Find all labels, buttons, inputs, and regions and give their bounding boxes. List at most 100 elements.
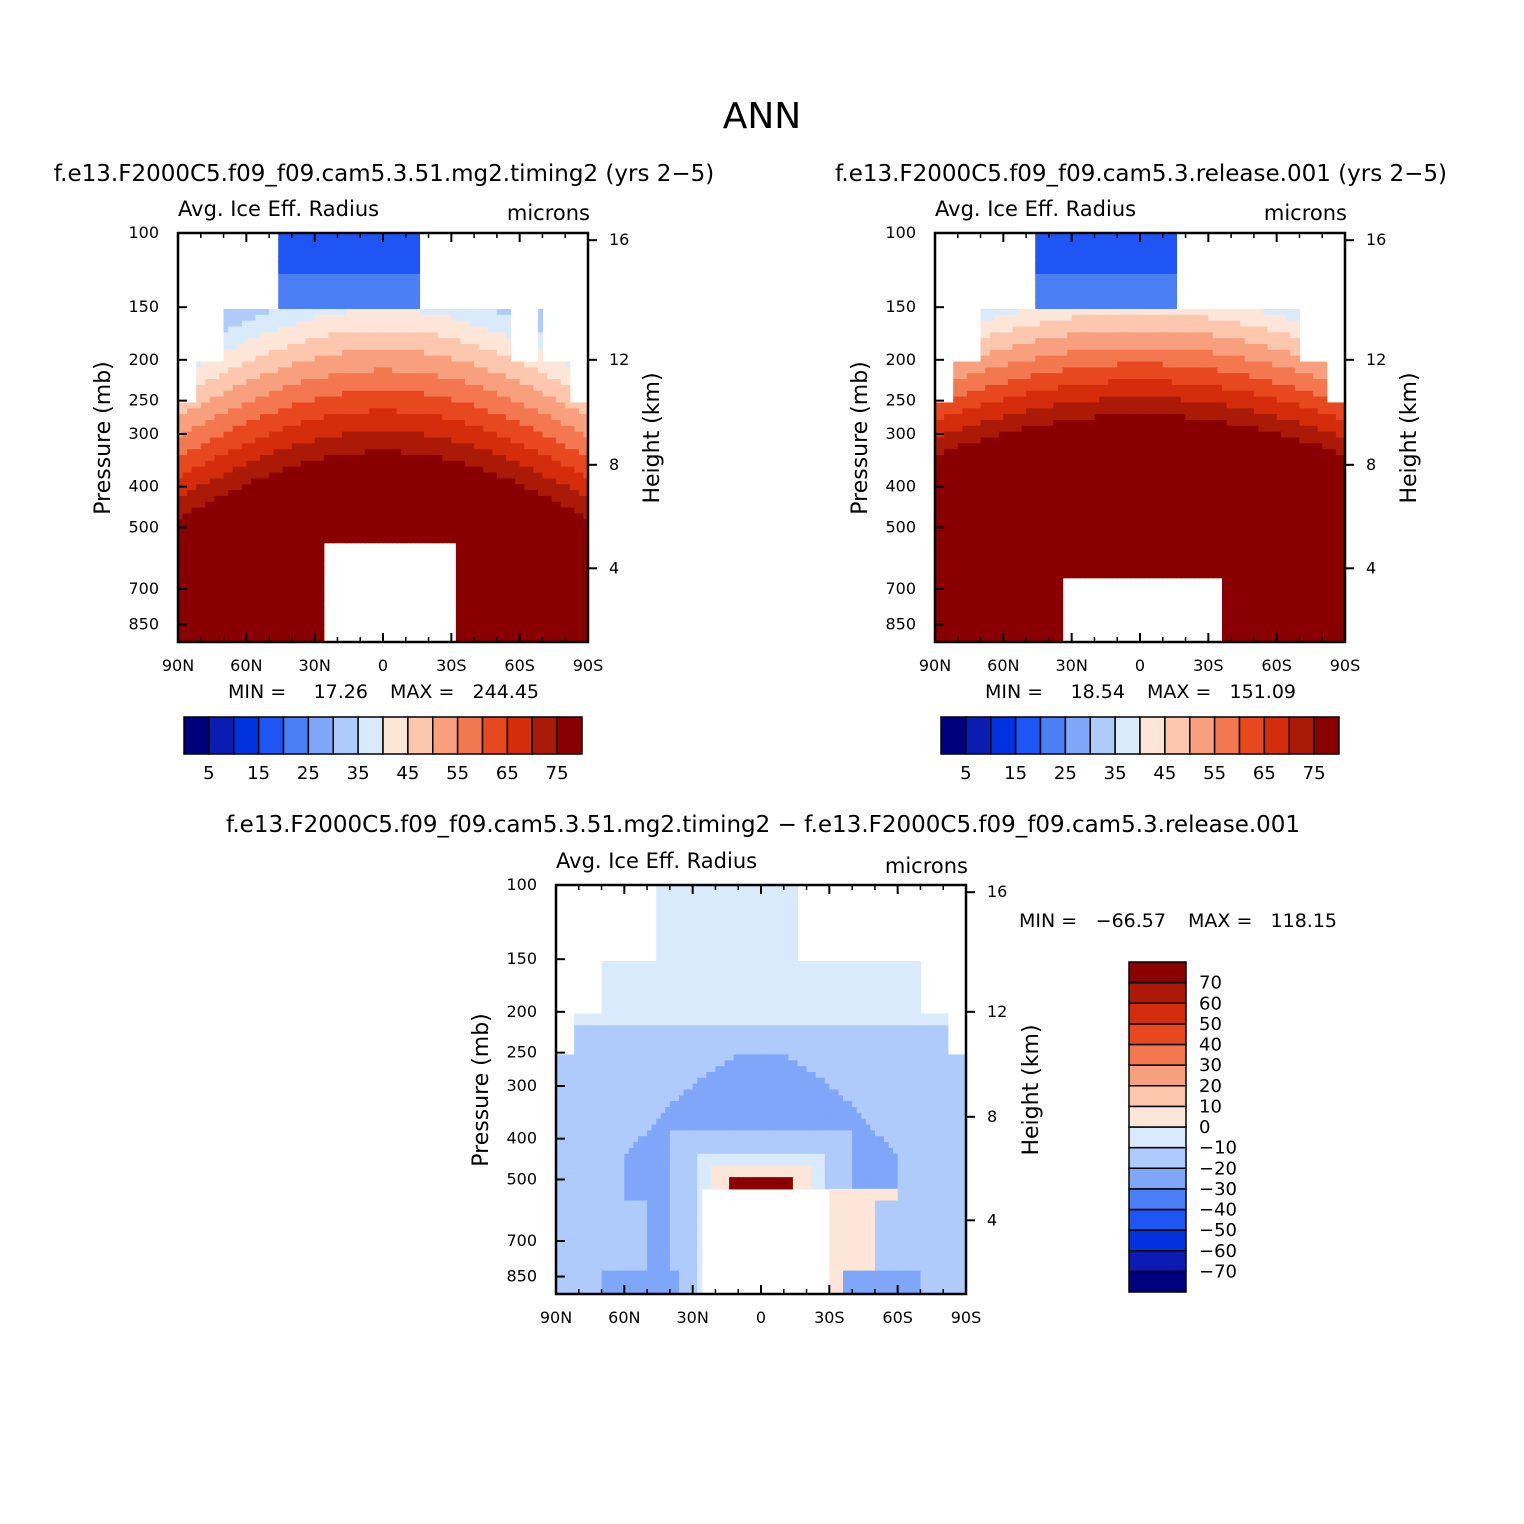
field-cell [246, 589, 252, 596]
field-cell [319, 402, 325, 409]
field-cell [396, 396, 402, 404]
field-cell [474, 326, 480, 333]
field-cell [319, 431, 325, 439]
field-cell [282, 291, 288, 298]
field-cell [387, 384, 393, 392]
field-cell [355, 513, 361, 520]
field-cell [437, 349, 443, 357]
field-cell [255, 355, 261, 363]
field-cell [387, 472, 393, 479]
field-cell [314, 455, 320, 462]
field-cell [524, 530, 530, 538]
field-cell [314, 384, 320, 392]
field-cell [542, 542, 548, 550]
field-cell [569, 636, 575, 643]
field-cell [250, 349, 257, 357]
field-cell [246, 361, 252, 368]
field-cell [565, 431, 571, 439]
field-cell [246, 601, 252, 608]
field-cell [524, 554, 530, 561]
field-cell [178, 443, 184, 450]
field-cell [355, 250, 361, 257]
field-cell [414, 396, 421, 404]
field-cell [178, 554, 184, 561]
field-cell [528, 589, 534, 596]
field-cell [496, 384, 503, 392]
field-cell [246, 425, 252, 433]
field-cell [301, 601, 307, 608]
field-cell [291, 490, 298, 497]
field-cell [551, 525, 557, 532]
field-cell [237, 466, 243, 474]
field-cell [547, 466, 553, 474]
field-cell [578, 601, 585, 608]
field-cell [305, 583, 311, 591]
plot-axes: 90N 60N 30N 0 30S 60S 90S100150200250300400500… [128, 223, 629, 675]
field-cell [474, 542, 480, 550]
field-cell [260, 437, 266, 444]
field-cell [446, 396, 452, 404]
field-cell [346, 314, 352, 322]
field-cell [387, 349, 393, 357]
field-cell [250, 548, 257, 555]
field-cell [515, 589, 521, 596]
field-cell [401, 297, 407, 304]
field-cell [405, 490, 411, 497]
field-cell [528, 449, 534, 456]
field-cell [551, 583, 557, 591]
field-cell [200, 536, 206, 544]
field-cell [383, 373, 389, 380]
field-cell [501, 402, 507, 409]
field-cell [250, 314, 257, 322]
field-cell [250, 326, 257, 333]
field-cell [428, 437, 434, 444]
field-cell [323, 484, 329, 491]
field-cell [460, 361, 466, 368]
field-cell [241, 460, 247, 468]
field-cell [205, 560, 211, 567]
field-cell [310, 449, 316, 456]
field-cell [291, 624, 298, 631]
field-cell [524, 402, 530, 409]
field-cell [214, 495, 220, 503]
field-cell [465, 455, 471, 462]
field-cell [533, 519, 539, 526]
field-cell [483, 419, 489, 427]
field-cell [305, 443, 311, 450]
field-cell [396, 495, 402, 503]
field-cell [232, 384, 238, 392]
field-cell [556, 449, 562, 456]
field-cell [578, 431, 585, 439]
field-cell [437, 490, 443, 497]
field-cell [369, 396, 375, 404]
field-cell [264, 379, 270, 386]
field-cell [405, 414, 411, 421]
field-cell [446, 449, 452, 456]
field-cell [237, 507, 243, 515]
field-cell [487, 606, 493, 614]
field-cell [332, 349, 339, 357]
field-cell [200, 472, 206, 479]
field-cell [260, 618, 266, 626]
field-cell [515, 431, 521, 439]
field-cell [565, 583, 571, 591]
field-cell [492, 414, 498, 421]
field-cell [369, 536, 375, 544]
field-cell [282, 530, 288, 538]
field-cell [410, 233, 416, 240]
field-cell [182, 618, 188, 626]
field-cell [287, 268, 293, 275]
field-cell [264, 554, 270, 561]
field-cell [419, 501, 425, 509]
field-cell [556, 425, 562, 433]
field-cell [282, 425, 288, 433]
field-cell [360, 455, 366, 462]
field-cell [332, 478, 339, 485]
field-cell [360, 519, 366, 526]
field-cell [305, 384, 311, 392]
field-cell [483, 507, 489, 515]
field-cell [291, 472, 298, 479]
field-cell [178, 618, 184, 626]
field-cell [319, 519, 325, 526]
field-cell [551, 449, 557, 456]
